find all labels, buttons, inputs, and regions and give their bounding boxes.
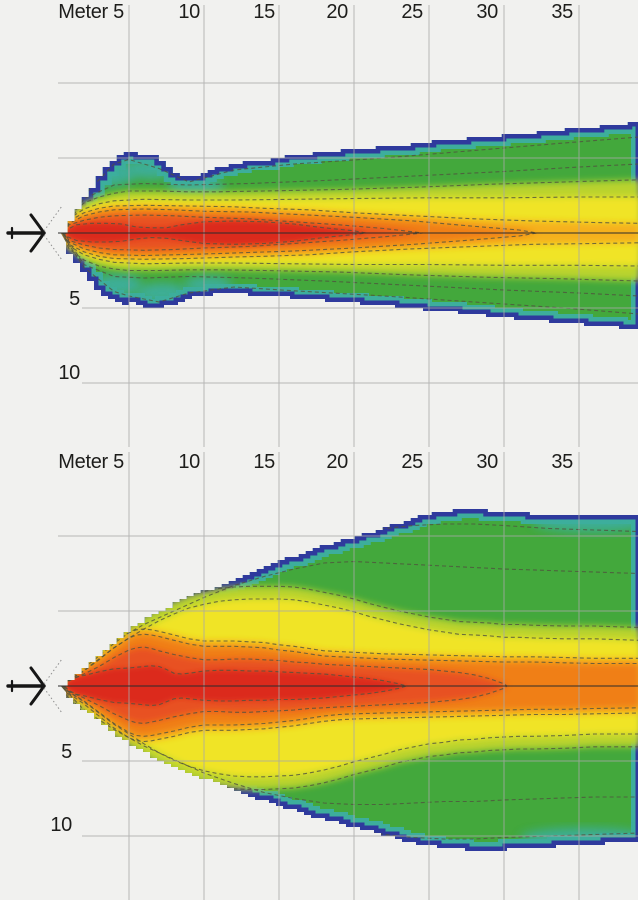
x-tick-label: 15: [253, 451, 275, 473]
contour-line: [62, 204, 638, 260]
y-tick-label: 5: [69, 288, 80, 310]
contour-line: [61, 598, 638, 778]
plume-narrow: [60, 122, 638, 329]
contour-line: [61, 628, 638, 743]
x-tick-label: 35: [551, 451, 573, 473]
x-tick-label: 20: [326, 451, 348, 473]
spray-fan-lines: [43, 205, 63, 261]
contour-line: [63, 665, 409, 707]
x-tick-label: 30: [476, 1, 498, 23]
x-tick-label: 20: [326, 1, 348, 23]
x-tick-label: Meter 5: [58, 1, 124, 23]
x-tick-label: 35: [551, 1, 573, 23]
y-tick-label: 10: [50, 814, 72, 836]
contour-line: [63, 208, 538, 257]
x-tick-label: 15: [253, 1, 275, 23]
aircraft-icon: [6, 666, 46, 706]
x-tick-label: 10: [178, 1, 200, 23]
y-tick-label: 5: [61, 741, 72, 763]
plume-rim: [60, 122, 638, 329]
plume-wide: [60, 509, 638, 851]
low-level-patch: [94, 274, 142, 296]
x-tick-label: 10: [178, 451, 200, 473]
contour-line: [64, 220, 367, 245]
x-tick-label: 30: [476, 451, 498, 473]
aircraft-icon: [6, 213, 46, 253]
contour-line: [62, 163, 638, 297]
contour-line: [62, 633, 638, 737]
contour-line: [60, 585, 638, 791]
gridlines: [58, 5, 638, 900]
x-tick-label: 25: [401, 451, 423, 473]
contour-line: [60, 560, 638, 806]
contour-line: [60, 136, 638, 315]
x-tick-label: Meter 5: [58, 451, 124, 473]
y-tick-label: 10: [58, 362, 80, 384]
x-tick-label: 25: [401, 1, 423, 23]
spray-fan-lines: [43, 658, 63, 714]
